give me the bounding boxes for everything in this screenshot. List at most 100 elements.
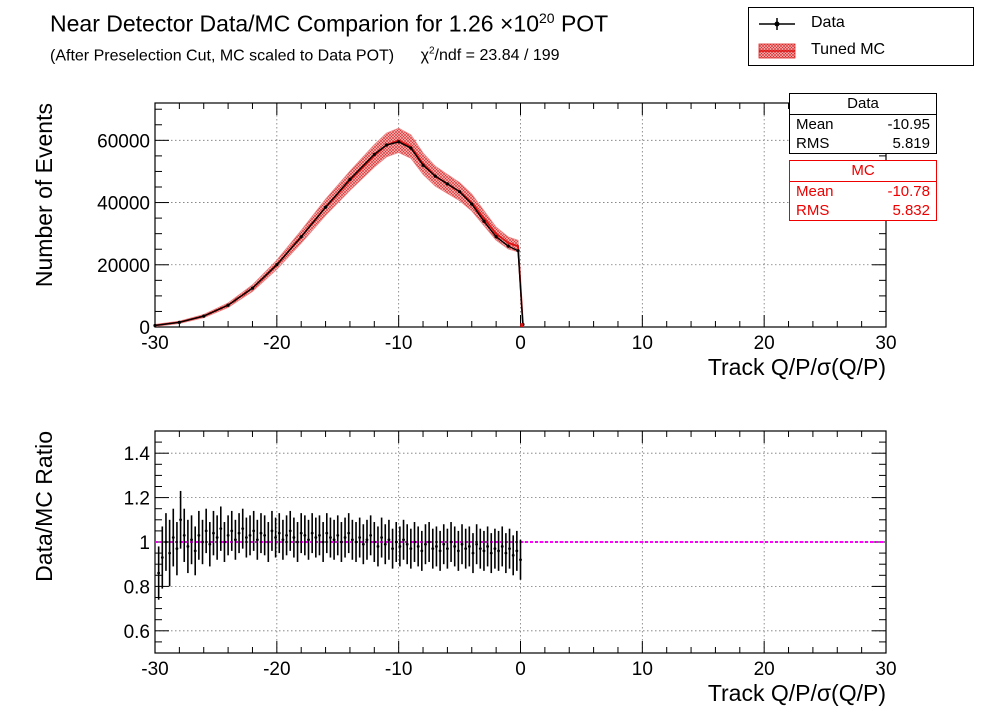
stats-data-rms-value: 5.819 bbox=[892, 135, 930, 152]
y-tick-label: 1.2 bbox=[124, 489, 150, 510]
ratio-point bbox=[171, 536, 175, 539]
x-tick-label: -20 bbox=[263, 333, 290, 354]
ratio-point bbox=[204, 529, 208, 533]
x-tick-label: 0 bbox=[515, 333, 526, 354]
stats-data-mean-value: -10.95 bbox=[887, 116, 930, 133]
legend-data-marker-icon bbox=[759, 18, 795, 30]
ratio-point bbox=[456, 549, 460, 553]
ratio-point bbox=[438, 549, 442, 553]
legend-mc-label: Tuned MC bbox=[811, 41, 886, 58]
legend: Data Tuned MC bbox=[748, 7, 974, 66]
x-tick-label: -30 bbox=[141, 333, 168, 354]
ratio-point bbox=[270, 529, 274, 533]
ratio-point bbox=[511, 553, 515, 557]
ratio-point bbox=[435, 545, 438, 548]
stats-mc-mean-label: Mean bbox=[796, 183, 834, 200]
mc-bin-spike bbox=[520, 323, 524, 327]
ratio-point bbox=[347, 531, 351, 535]
page-subtitle: (After Preselection Cut, MC scaled to Da… bbox=[50, 46, 560, 65]
ratio-point bbox=[285, 533, 288, 537]
ratio-point bbox=[296, 540, 299, 544]
y-axis-label: Number of Events bbox=[31, 103, 57, 287]
x-tick-label: -10 bbox=[385, 659, 412, 680]
ratio-point bbox=[424, 542, 427, 546]
chi-square-label: χ2/ndf = 23.84 / 199 bbox=[420, 46, 560, 65]
ratio-point bbox=[464, 547, 468, 551]
subtitle-text: (After Preselection Cut, MC scaled to Da… bbox=[50, 47, 395, 65]
data-point bbox=[457, 190, 462, 194]
data-point bbox=[202, 314, 206, 318]
ratio-point bbox=[234, 538, 237, 542]
ratio-point bbox=[168, 551, 172, 555]
ratio-point bbox=[497, 549, 500, 553]
ratio-point bbox=[201, 540, 204, 544]
y-tick-label: 1 bbox=[139, 533, 150, 554]
ratio-point bbox=[190, 538, 193, 542]
ratio-point bbox=[263, 533, 267, 537]
ratio-point bbox=[365, 538, 369, 542]
ratio-point bbox=[376, 545, 380, 548]
ratio-point bbox=[453, 545, 457, 548]
title-exp: 20 bbox=[538, 10, 555, 26]
data-point bbox=[482, 219, 486, 223]
ratio-point bbox=[383, 542, 387, 546]
data-point bbox=[372, 152, 376, 156]
ratio-point bbox=[489, 551, 493, 555]
x-tick-label: 0 bbox=[515, 659, 526, 680]
ratio-point bbox=[420, 549, 424, 553]
data-point bbox=[433, 174, 437, 178]
x-tick-label: -30 bbox=[141, 659, 168, 680]
chi-value: /ndf = 23.84 / 199 bbox=[434, 47, 560, 65]
ratio-point bbox=[405, 542, 409, 546]
ratio-point bbox=[369, 533, 373, 537]
x-tick-label: -10 bbox=[385, 333, 412, 354]
ratio-point bbox=[482, 549, 486, 553]
stats-box-mc: MC Mean -10.78 RMS 5.832 bbox=[789, 160, 937, 221]
chi-exp: 2 bbox=[428, 46, 435, 57]
ratio-point bbox=[307, 538, 310, 542]
ratio-point bbox=[416, 545, 420, 548]
ratio-point bbox=[259, 531, 263, 535]
x-tick-label: 10 bbox=[632, 659, 653, 680]
ratio-point bbox=[471, 551, 475, 555]
data-point bbox=[470, 202, 474, 206]
ratio-point bbox=[310, 531, 314, 535]
data-point bbox=[516, 249, 520, 253]
ratio-point bbox=[241, 527, 245, 531]
data-point bbox=[299, 235, 303, 239]
ratio-point bbox=[413, 540, 416, 544]
x-tick-label: 20 bbox=[754, 659, 775, 680]
ratio-point bbox=[314, 536, 318, 539]
ratio-point bbox=[449, 540, 453, 544]
data-point bbox=[409, 146, 413, 150]
ratio-point bbox=[329, 536, 332, 539]
ratio-point bbox=[431, 547, 435, 551]
data-point bbox=[445, 182, 449, 186]
ratio-point bbox=[219, 527, 223, 531]
ratio-point bbox=[387, 538, 391, 542]
data-point bbox=[275, 263, 279, 267]
panel-ratio: -30 -20 -10 0 10 20 30 0.6 0.8 1 1.2 1.4 Track Q/P/σ… bbox=[31, 430, 897, 706]
stats-mc-mean-row: Mean -10.78 bbox=[790, 182, 936, 201]
data-point bbox=[494, 235, 498, 239]
data-point bbox=[384, 143, 389, 147]
y-axis-label: Data/MC Ratio bbox=[31, 431, 57, 582]
ratio-point bbox=[372, 540, 376, 544]
ratio-point bbox=[380, 536, 384, 539]
x-axis-label: Track Q/P/σ(Q/P) bbox=[708, 354, 886, 380]
ratio-point bbox=[160, 556, 164, 559]
y-tick-label: 60000 bbox=[97, 131, 150, 152]
ratio-point bbox=[340, 540, 343, 544]
y-tick-label: 20000 bbox=[97, 256, 150, 277]
ratio-point bbox=[226, 533, 230, 537]
ratio-point bbox=[157, 571, 161, 575]
ratio-point bbox=[358, 536, 362, 539]
legend-entry-mc: Tuned MC bbox=[749, 37, 973, 63]
data-point bbox=[506, 244, 510, 248]
chi-symbol: χ bbox=[420, 47, 429, 65]
ratio-point bbox=[504, 551, 508, 555]
ratio-point bbox=[252, 529, 256, 533]
ratio-point bbox=[266, 540, 270, 544]
ratio-point bbox=[288, 529, 292, 533]
